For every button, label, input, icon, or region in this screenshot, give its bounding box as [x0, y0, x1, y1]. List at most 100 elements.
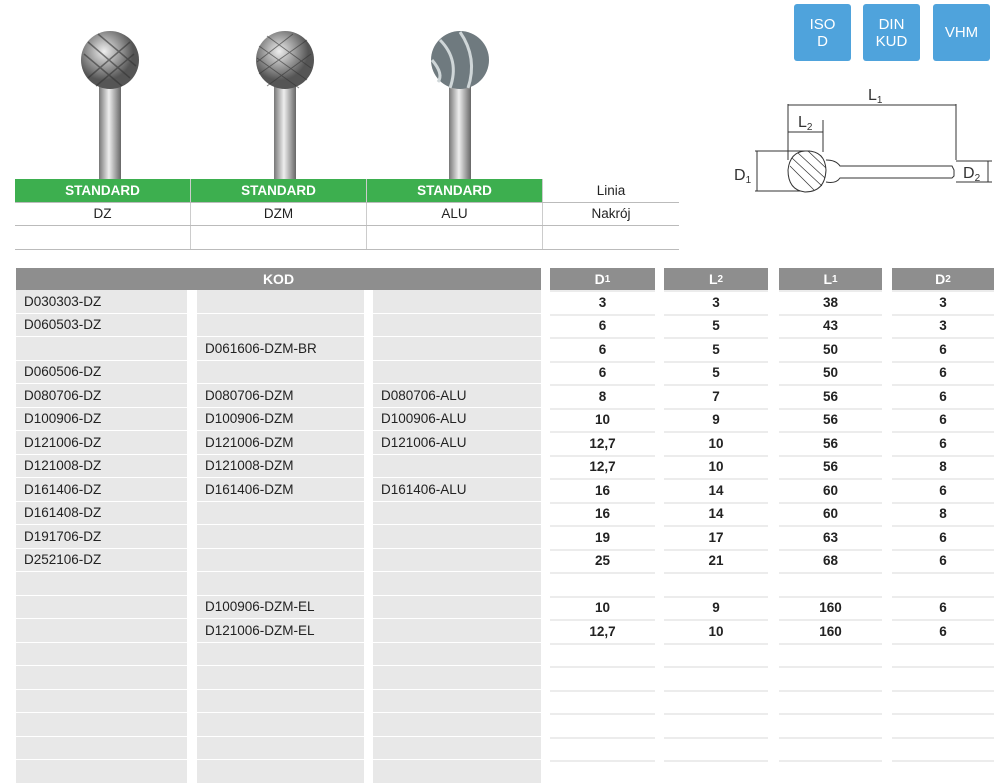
d2-value: [892, 760, 994, 783]
d1-value: 25: [550, 548, 655, 572]
code-alu: [373, 619, 541, 642]
code-alu: [373, 501, 541, 524]
l2-value: 17: [664, 525, 768, 548]
d2-value: 6: [892, 619, 994, 642]
d2-value: 8: [892, 501, 994, 525]
l1-value: 56: [779, 454, 882, 478]
table-row: D060506-DZ 6 5 50 6: [0, 360, 1007, 385]
code-alu: [373, 454, 541, 477]
table-row: [0, 666, 1007, 690]
code-alu: [373, 666, 541, 689]
code-alu: D100906-ALU: [373, 407, 541, 430]
d1-value: 6: [550, 313, 655, 337]
code-dzm: D080706-DZM: [197, 384, 364, 407]
l2-value: 10: [664, 619, 768, 642]
d2-label: D2: [963, 165, 981, 184]
tool-image-dzm: [256, 31, 314, 180]
l1-value: 160: [779, 595, 882, 619]
din-badge: DIN KUD: [863, 4, 920, 61]
l2-value: 5: [664, 337, 768, 360]
d1-value: [550, 572, 655, 595]
l2-value: 10: [664, 431, 768, 454]
line-row: STANDARD STANDARD STANDARD Linia: [15, 179, 679, 203]
l1-value: 60: [779, 501, 882, 525]
d1-value: 16: [550, 478, 655, 501]
l2-value: 3: [664, 290, 768, 313]
d1-value: 10: [550, 595, 655, 619]
l1-value: 160: [779, 619, 882, 642]
table-row: [0, 689, 1007, 714]
d2-value: 6: [892, 478, 994, 501]
code-dz: D100906-DZ: [16, 407, 187, 430]
code-alu: D161406-ALU: [373, 478, 541, 501]
code-dzm: [197, 689, 364, 712]
code-dz: [16, 642, 187, 665]
code-dzm: [197, 501, 364, 524]
code-alu: [373, 595, 541, 618]
d1-value: 12,7: [550, 431, 655, 454]
code-dzm: D161406-DZM: [197, 478, 364, 501]
code-dz: D060506-DZ: [16, 360, 187, 383]
l2-value: 14: [664, 501, 768, 525]
code-dz: [16, 736, 187, 759]
table-row: D252106-DZ 25 21 68 6: [0, 548, 1007, 573]
d2-value: [892, 689, 994, 713]
l2-value: [664, 572, 768, 595]
l1-value: [779, 713, 882, 736]
line-cell: STANDARD: [15, 179, 191, 202]
code-alu: D080706-ALU: [373, 384, 541, 407]
vhm-badge: VHM: [933, 4, 990, 61]
l1-value: 60: [779, 478, 882, 501]
code-dzm: [197, 760, 364, 783]
l1-value: 43: [779, 313, 882, 337]
d1-value: 10: [550, 407, 655, 431]
code-dz: [16, 619, 187, 642]
l2-value: 7: [664, 384, 768, 407]
d1-value: 16: [550, 501, 655, 525]
iso-badge: ISO D: [794, 4, 851, 61]
d2-value: 6: [892, 595, 994, 619]
code-alu: [373, 760, 541, 783]
table-row: D121008-DZ D121008-DZM 12,7 10 56 8: [0, 454, 1007, 479]
d2-value: 6: [892, 548, 994, 572]
code-dz: [16, 760, 187, 783]
d2-value: [892, 713, 994, 736]
code-dz: [16, 689, 187, 712]
cut-row: DZ DZM ALU Nakrój: [15, 202, 679, 226]
table-row: D030303-DZ 3 3 38 3: [0, 290, 1007, 314]
line-cell: STANDARD: [191, 179, 367, 202]
l2-value: 5: [664, 360, 768, 384]
d2-value: 6: [892, 407, 994, 431]
tool-image-alu: [430, 31, 489, 180]
code-alu: [373, 689, 541, 712]
l1-value: 38: [779, 290, 882, 313]
table-row: D061606-DZM-BR 6 5 50 6: [0, 337, 1007, 361]
code-alu: [373, 642, 541, 665]
d2-value: 6: [892, 431, 994, 454]
l1-value: [779, 572, 882, 595]
l2-value: 21: [664, 548, 768, 572]
table-row: D060503-DZ 6 5 43 3: [0, 313, 1007, 338]
d1-value: 19: [550, 525, 655, 548]
code-alu: [373, 360, 541, 383]
code-dzm: [197, 360, 364, 383]
code-dz: D121006-DZ: [16, 431, 187, 454]
code-dz: D252106-DZ: [16, 548, 187, 571]
code-dzm: D121006-DZM-EL: [197, 619, 364, 642]
l2-value: 10: [664, 454, 768, 478]
d2-value: 6: [892, 525, 994, 548]
d2-value: 6: [892, 360, 994, 384]
l2-value: 9: [664, 595, 768, 619]
l2-value: [664, 642, 768, 666]
table-row: D121006-DZ D121006-DZM D121006-ALU 12,7 10 56…: [0, 431, 1007, 455]
cut-label: Nakrój: [591, 206, 631, 222]
l2-value: [664, 736, 768, 760]
code-dzm: D100906-DZM-EL: [197, 595, 364, 618]
table-row: D100906-DZM-EL 10 9 160 6: [0, 595, 1007, 620]
d1-value: 12,7: [550, 619, 655, 642]
line-cell: STANDARD: [367, 179, 543, 202]
code-dzm: [197, 713, 364, 736]
